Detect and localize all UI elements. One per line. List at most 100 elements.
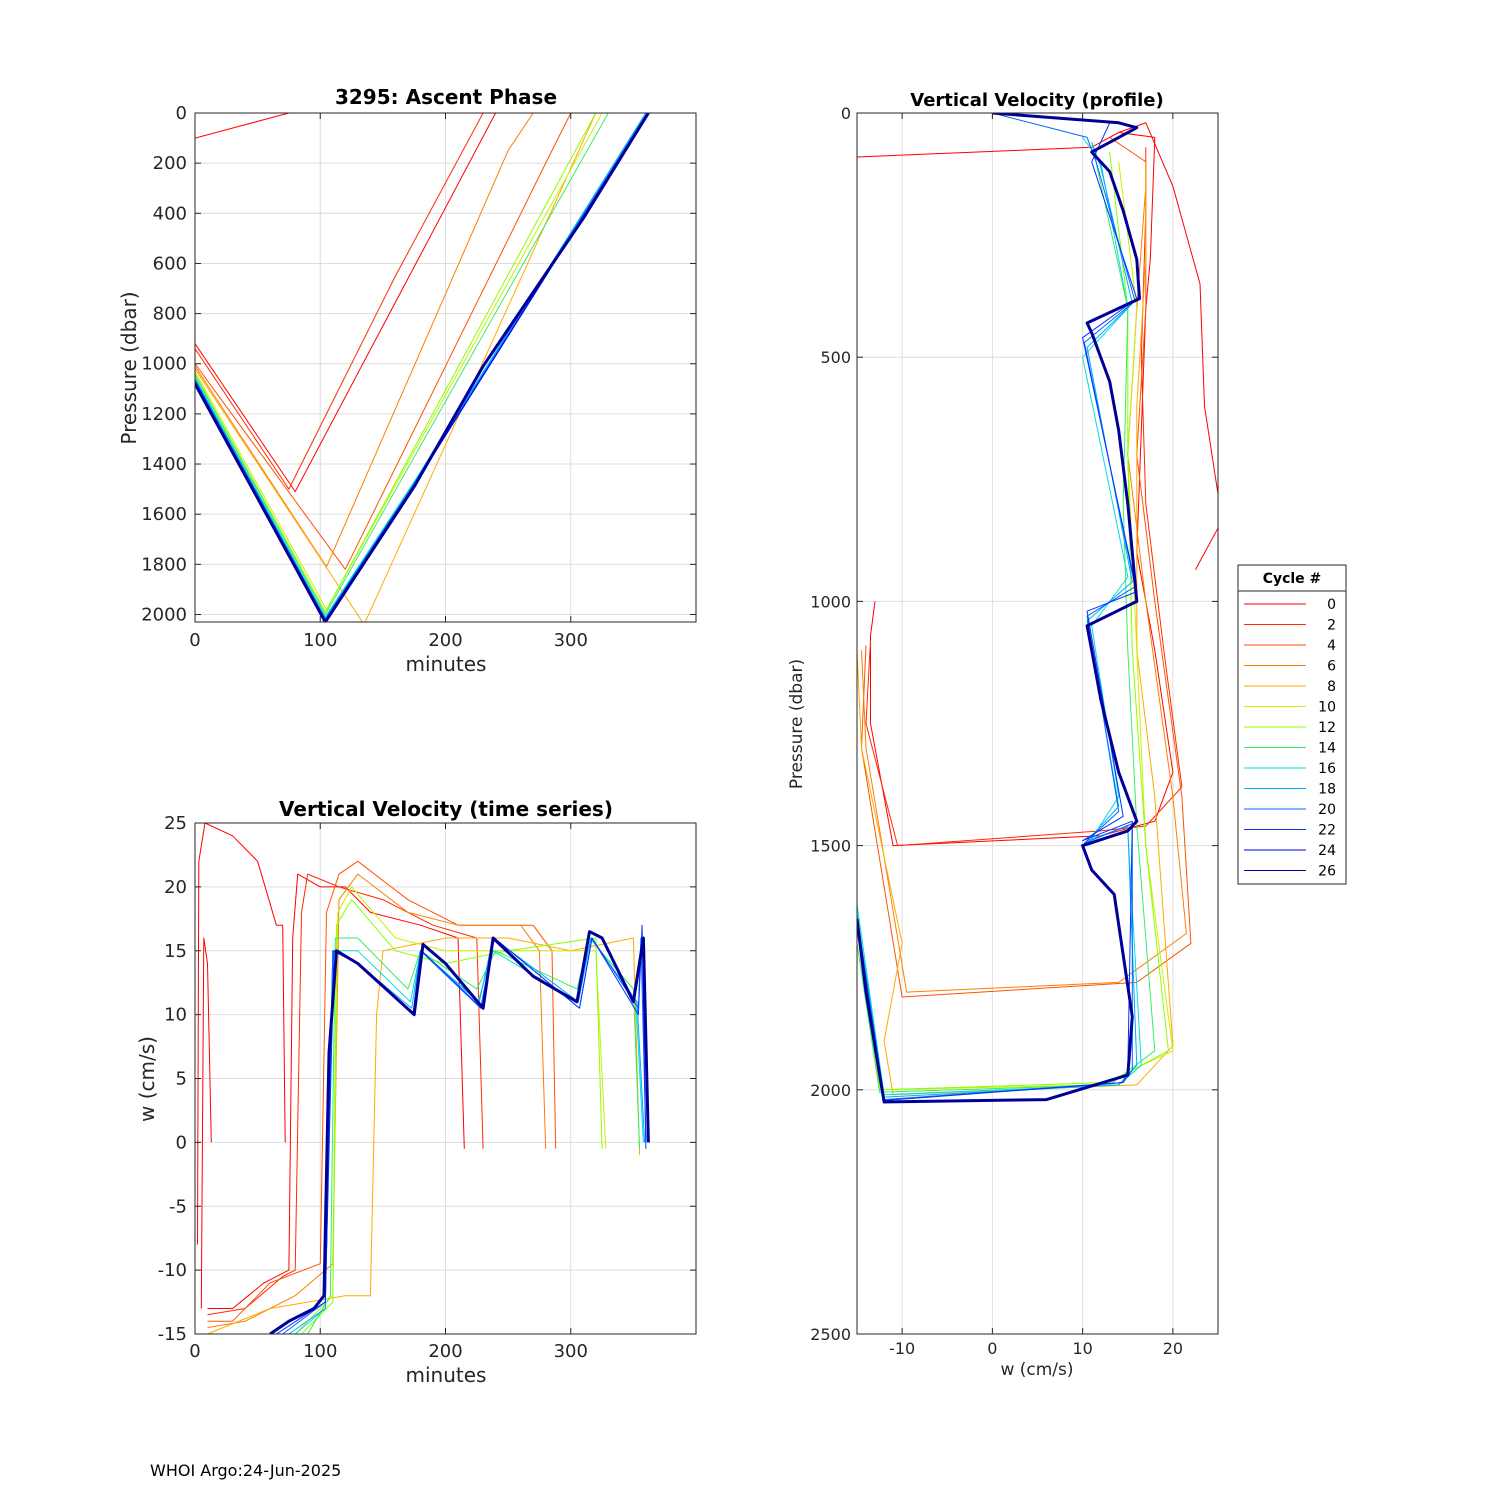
timeseries-y-tick-label: 15 [164,941,187,962]
ascent-series-line-7 [195,113,597,613]
profile-xlabel: w (cm/s) [1000,1360,1073,1380]
timeseries-y-tick-label: 10 [164,1005,187,1026]
legend-label: 24 [1318,843,1336,859]
profile-x-tick-label: -10 [889,1339,915,1358]
ascent-y-tick-label: 1600 [141,504,187,525]
ascent-y-tick-label: 1000 [141,354,187,375]
timeseries-series-group [197,823,650,1334]
profile-axes: -10 0 10 20 0 500 1000 1500 2000 2500 [810,104,1219,1358]
profile-series-line-6 [857,161,1174,1096]
timeseries-series-line-14 [269,930,650,1334]
timeseries-series-line-4 [207,860,557,1322]
ascent-y-tick-label: 200 [153,153,187,174]
legend-title: Cycle # [1263,571,1322,587]
legend-label: 6 [1327,659,1336,675]
timeseries-xlabel: minutes [406,1363,487,1387]
profile-series-line-0 [857,122,1218,495]
timeseries-y-tick-label: -15 [158,1324,187,1345]
timeseries-series-line-1 [200,937,212,1309]
timeseries-series-line-0 [197,823,286,1245]
profile-plot-area [857,113,1218,1334]
legend-label: 18 [1318,782,1336,798]
ascent-phase-panel: 3295: Ascent Phase minutes Pressure (dba… [117,85,697,676]
ascent-x-tick-label: 200 [428,630,462,651]
ascent-y-tick-label: 600 [153,253,187,274]
profile-x-tick-label: 0 [987,1339,997,1358]
profile-panel: Vertical Velocity (profile) w (cm/s) Pre… [787,90,1219,1380]
profile-ylabel: Pressure (dbar) [787,659,807,789]
ascent-xlabel: minutes [406,652,487,676]
ascent-y-tick-label: 0 [176,103,187,124]
profile-frame [856,112,1219,1335]
ascent-x-tick-label: 100 [303,630,337,651]
timeseries-y-tick-label: 5 [176,1069,187,1090]
legend-label: 22 [1318,823,1336,839]
profile-series-line-1 [1194,527,1218,570]
profile-series-line-14 [857,113,1141,1104]
profile-x-tick-label: 20 [1163,1339,1183,1358]
ascent-series-group [195,113,650,622]
legend-label: 20 [1318,802,1336,818]
timeseries-y-tick-label: -5 [169,1196,187,1217]
ascent-axes: 0 100 200 300 0 200 400 600 800 1000 1200 1400 1600 1… [141,103,697,651]
ascent-ylabel: Pressure (dbar) [117,291,141,444]
timeseries-axes: 0 100 200 300 25 20 15 10 5 0 -5 -10 -15 [158,813,697,1362]
timeseries-x-tick-label: 300 [554,1341,588,1362]
legend-label: 16 [1318,761,1336,777]
timeseries-series-line-3 [207,873,484,1316]
ascent-series-line-8 [195,113,609,615]
legend-label: 10 [1318,700,1336,716]
timeseries-ylabel: w (cm/s) [135,1036,159,1122]
ascent-series-line-2 [195,113,484,490]
ascent-y-tick-label: 1800 [141,554,187,575]
ascent-series-line-3 [195,113,572,570]
profile-series-line-9 [857,142,1156,1093]
ascent-series-line-1 [195,113,497,493]
profile-y-tick-label: 500 [820,348,851,367]
profile-y-tick-label: 2500 [810,1325,851,1344]
footer-text: WHOI Argo:24-Jun-2025 [150,1461,341,1480]
timeseries-series-line-8 [301,899,603,1334]
profile-y-tick-label: 1000 [810,592,851,611]
ascent-title: 3295: Ascent Phase [335,85,557,109]
legend-label: 26 [1318,864,1336,880]
timeseries-series-line-2 [207,873,465,1309]
ascent-x-tick-label: 300 [554,630,588,651]
timeseries-y-tick-label: 0 [176,1132,187,1153]
legend-label: 2 [1327,618,1336,634]
timeseries-y-tick-label: 25 [164,813,187,834]
profile-series-group [857,113,1218,1104]
timeseries-y-tick-label: -10 [158,1260,187,1281]
ascent-series-line-14 [195,113,650,622]
timeseries-y-tick-label: 20 [164,877,187,898]
timeseries-title: Vertical Velocity (time series) [279,797,613,821]
ascent-series-line-4 [195,113,534,568]
legend-label: 0 [1327,597,1336,613]
ascent-y-tick-label: 1400 [141,454,187,475]
timeseries-x-tick-label: 100 [303,1341,337,1362]
legend-box [1237,564,1347,885]
timeseries-panel: Vertical Velocity (time series) minutes … [135,797,697,1387]
profile-series-line-8 [865,152,1169,1091]
ascent-series-line-5 [195,113,597,622]
ascent-y-tick-label: 1200 [141,404,187,425]
legend-label: 14 [1318,741,1336,757]
profile-x-tick-label: 10 [1072,1339,1092,1358]
profile-y-tick-label: 1500 [810,837,851,856]
ascent-y-tick-label: 400 [153,203,187,224]
timeseries-x-tick-label: 200 [428,1341,462,1362]
legend-label: 8 [1327,679,1336,695]
timeseries-x-tick-label: 0 [189,1341,200,1362]
profile-title: Vertical Velocity (profile) [910,90,1164,111]
ascent-y-tick-label: 2000 [141,604,187,625]
profile-series-line-2 [870,132,1174,847]
profile-y-tick-label: 2000 [810,1081,851,1100]
timeseries-series-line-5 [207,873,547,1329]
ascent-x-tick-label: 0 [189,630,200,651]
legend-label: 4 [1327,638,1336,654]
legend-label: 12 [1318,720,1336,736]
ascent-series-line-0 [195,113,290,139]
ascent-y-tick-label: 800 [153,304,187,325]
